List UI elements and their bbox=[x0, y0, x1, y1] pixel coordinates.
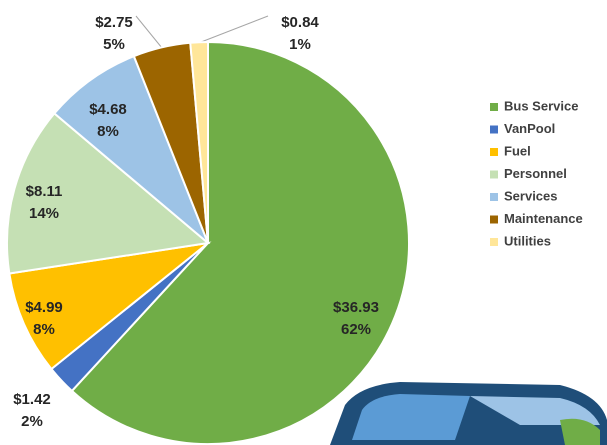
leader-line bbox=[195, 15, 269, 45]
value-label: $36.93 bbox=[333, 299, 379, 316]
percent-label: 8% bbox=[97, 123, 119, 140]
percent-label: 62% bbox=[341, 321, 371, 338]
legend-swatch bbox=[490, 170, 498, 179]
legend-label: Maintenance bbox=[504, 211, 583, 226]
legend-swatch bbox=[490, 148, 498, 156]
value-label: $2.75 bbox=[95, 14, 133, 31]
percent-label: 1% bbox=[289, 36, 311, 53]
legend-label: Bus Service bbox=[504, 98, 578, 113]
legend-label: Fuel bbox=[504, 143, 531, 158]
legend-label: Utilities bbox=[504, 233, 551, 248]
bus-windshield bbox=[352, 394, 470, 440]
legend-swatch bbox=[490, 238, 498, 246]
leader-line bbox=[135, 15, 163, 49]
percent-label: 8% bbox=[33, 321, 55, 338]
pie-slice bbox=[52, 54, 209, 244]
legend-swatch bbox=[490, 125, 498, 134]
bus-window bbox=[470, 396, 600, 425]
value-label: $8.11 bbox=[26, 183, 63, 200]
legend-swatch bbox=[490, 103, 498, 111]
legend-label: Services bbox=[504, 188, 558, 203]
percent-label: 2% bbox=[21, 413, 43, 430]
value-label: $0.84 bbox=[281, 14, 319, 31]
legend-swatch bbox=[490, 215, 498, 224]
legend-label: Personnel bbox=[504, 166, 567, 181]
pie-slice bbox=[6, 111, 211, 275]
percent-label: 14% bbox=[29, 205, 59, 222]
value-label: $4.68 bbox=[89, 101, 127, 118]
legend-swatch bbox=[490, 193, 498, 201]
value-label: $4.99 bbox=[25, 299, 63, 316]
value-label: $1.42 bbox=[13, 391, 51, 408]
percent-label: 5% bbox=[103, 36, 125, 53]
bus-illustration bbox=[330, 382, 607, 445]
pie-slice bbox=[189, 40, 209, 244]
pie-slice bbox=[8, 241, 212, 371]
legend-label: VanPool bbox=[504, 121, 555, 136]
pie-slice bbox=[70, 40, 410, 445]
bus-stripe bbox=[560, 418, 600, 445]
